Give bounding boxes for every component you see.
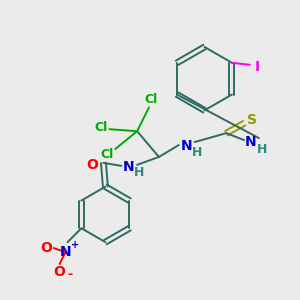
Text: Cl: Cl <box>101 148 114 161</box>
Text: H: H <box>134 166 144 179</box>
Text: N: N <box>245 135 257 149</box>
Text: -: - <box>67 268 72 281</box>
Text: O: O <box>54 265 65 279</box>
Text: N: N <box>60 245 71 259</box>
Text: O: O <box>87 158 98 172</box>
Text: Cl: Cl <box>144 93 158 106</box>
Text: +: + <box>71 240 80 250</box>
Text: Cl: Cl <box>95 121 108 134</box>
Text: O: O <box>40 241 52 255</box>
Text: S: S <box>247 113 257 127</box>
Text: N: N <box>122 160 134 174</box>
Text: N: N <box>181 139 193 153</box>
Text: I: I <box>255 60 260 74</box>
Text: H: H <box>257 142 267 155</box>
Text: H: H <box>192 146 203 160</box>
